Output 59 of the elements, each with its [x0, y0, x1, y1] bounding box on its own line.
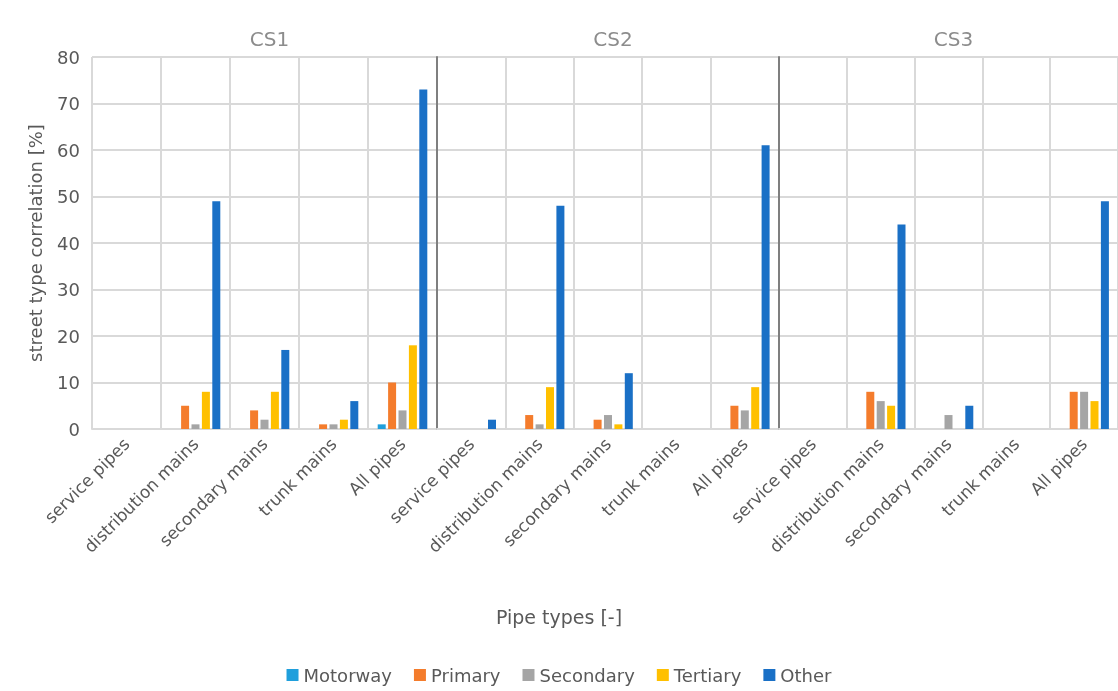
- y-tick-label: 10: [57, 372, 80, 393]
- legend-label: Primary: [430, 664, 501, 686]
- bar: [1090, 401, 1099, 429]
- bar: [281, 349, 290, 429]
- bar: [212, 201, 221, 429]
- bar: [488, 419, 496, 429]
- bar: [546, 387, 554, 429]
- bar: [201, 391, 210, 429]
- y-tick-label: 70: [57, 93, 80, 114]
- y-tick-label: 50: [57, 186, 80, 207]
- bar: [350, 401, 359, 429]
- bar: [377, 424, 386, 429]
- bar: [624, 373, 633, 429]
- bar: [876, 401, 885, 429]
- legend-label: Motorway: [303, 664, 393, 686]
- bar: [181, 405, 190, 429]
- bar: [556, 205, 565, 429]
- bar: [1069, 391, 1078, 429]
- y-tick-label: 0: [68, 418, 80, 440]
- bar: [751, 387, 760, 429]
- bar: [339, 419, 348, 429]
- bar: [1080, 391, 1089, 429]
- bar: [965, 405, 974, 429]
- bar: [866, 391, 875, 429]
- bar: [897, 224, 906, 429]
- bar: [419, 89, 428, 429]
- y-tick-label: 30: [57, 279, 80, 300]
- bar: [887, 405, 896, 429]
- bar: [329, 424, 338, 429]
- bar: [740, 410, 749, 429]
- bar: [398, 410, 407, 429]
- legend-label: Tertiary: [672, 664, 742, 686]
- bar: [260, 419, 269, 429]
- bar: [250, 410, 259, 429]
- x-axis-title: Pipe types [-]: [495, 605, 623, 628]
- bar: [319, 424, 328, 429]
- y-tick-label: 80: [57, 46, 80, 68]
- bar: [270, 391, 279, 429]
- bar: [593, 419, 602, 429]
- legend-label: Secondary: [539, 664, 636, 686]
- bar: [388, 382, 397, 429]
- bar: [614, 424, 623, 429]
- y-axis-title: street type correlation [%]: [24, 124, 46, 362]
- bar: [761, 145, 770, 429]
- y-tick-label: 40: [57, 232, 80, 254]
- chart-title: CS2: [593, 27, 633, 51]
- bar: [1100, 201, 1109, 429]
- legend-label: Other: [780, 664, 833, 686]
- bar: [730, 405, 739, 429]
- chart-title: CS1: [249, 27, 290, 51]
- bar: [408, 345, 417, 429]
- y-tick-label: 60: [57, 139, 80, 161]
- bar: [604, 415, 612, 429]
- bar: [944, 415, 953, 429]
- y-tick-label: 20: [57, 325, 80, 347]
- chart-title: CS3: [933, 27, 974, 51]
- bar: [535, 424, 544, 429]
- bar: [525, 415, 534, 429]
- bar: [191, 424, 200, 429]
